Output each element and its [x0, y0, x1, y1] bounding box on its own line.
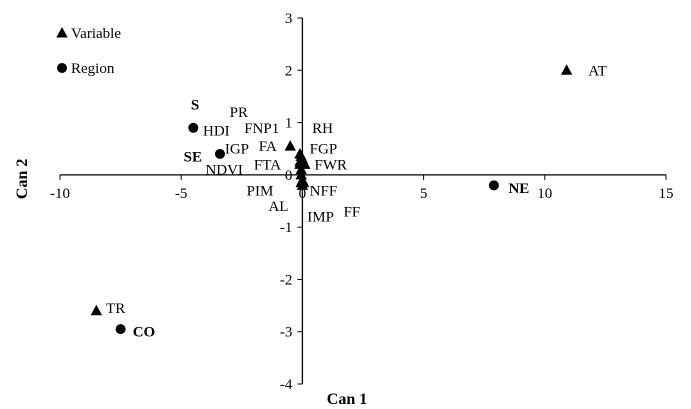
point-label: TR	[106, 301, 125, 317]
y-tick-label: -2	[280, 272, 293, 288]
point-label: FF	[344, 204, 361, 220]
circle-marker	[115, 324, 126, 335]
y-tick-label: 2	[285, 63, 293, 79]
point-label: FTA	[254, 157, 281, 173]
x-tick-label: 5	[420, 186, 428, 202]
point-label: AL	[268, 199, 288, 215]
point-label: PR	[230, 105, 248, 121]
legend-label: Variable	[71, 26, 121, 42]
triangle-marker	[294, 155, 306, 167]
triangle-marker	[295, 168, 307, 180]
x-tick-label: 15	[659, 186, 674, 202]
y-tick-label: -4	[280, 377, 293, 393]
circle-marker	[214, 148, 225, 159]
point-label: NDVI	[205, 163, 243, 179]
circle-marker	[188, 122, 199, 133]
point-label: FA	[259, 139, 277, 155]
circle-marker	[488, 180, 499, 191]
legend-circle-icon	[57, 63, 67, 73]
point-label: CO	[133, 325, 156, 341]
data-points	[90, 64, 573, 335]
triangle-marker	[90, 304, 103, 316]
x-tick-label: -5	[175, 186, 188, 202]
point-label: HDI	[203, 123, 230, 139]
point-label: FGP	[310, 142, 338, 158]
legend: Variable Region	[56, 26, 121, 77]
point-label: SE	[184, 150, 202, 166]
point-label: NE	[508, 181, 529, 197]
y-tick-labels: -4 -3 -2 -1 1 2 3 0	[280, 11, 293, 393]
x-axis-title: Can 1	[327, 391, 367, 408]
triangle-marker	[284, 140, 296, 151]
x-tick-labels: -10 -5 0 5 10 15	[50, 186, 674, 202]
point-label: RH	[312, 121, 333, 137]
x-tick-label: 0	[299, 186, 307, 202]
legend-label: Region	[71, 61, 115, 77]
y-tick-label: 0	[285, 168, 293, 184]
y-tick-label: -3	[280, 325, 293, 341]
point-label: IMP	[307, 210, 334, 226]
y-axis-title: Can 2	[14, 159, 31, 199]
legend-triangle-icon	[56, 27, 68, 38]
point-label: IGP	[225, 142, 249, 158]
triangle-marker	[297, 176, 310, 188]
x-tick-label: -10	[50, 186, 70, 202]
triangle-marker	[560, 64, 573, 75]
point-label: S	[191, 97, 199, 113]
y-tick-label: 3	[285, 11, 293, 27]
point-label: NFF	[310, 184, 338, 200]
point-label: FWR	[315, 157, 348, 173]
point-label: FNP1	[244, 121, 279, 137]
y-tick-label: 1	[285, 116, 293, 132]
point-label: AT	[588, 63, 606, 79]
point-label: PIM	[247, 184, 274, 200]
y-tick-label: -1	[280, 220, 293, 236]
x-tick-label: 10	[537, 186, 552, 202]
